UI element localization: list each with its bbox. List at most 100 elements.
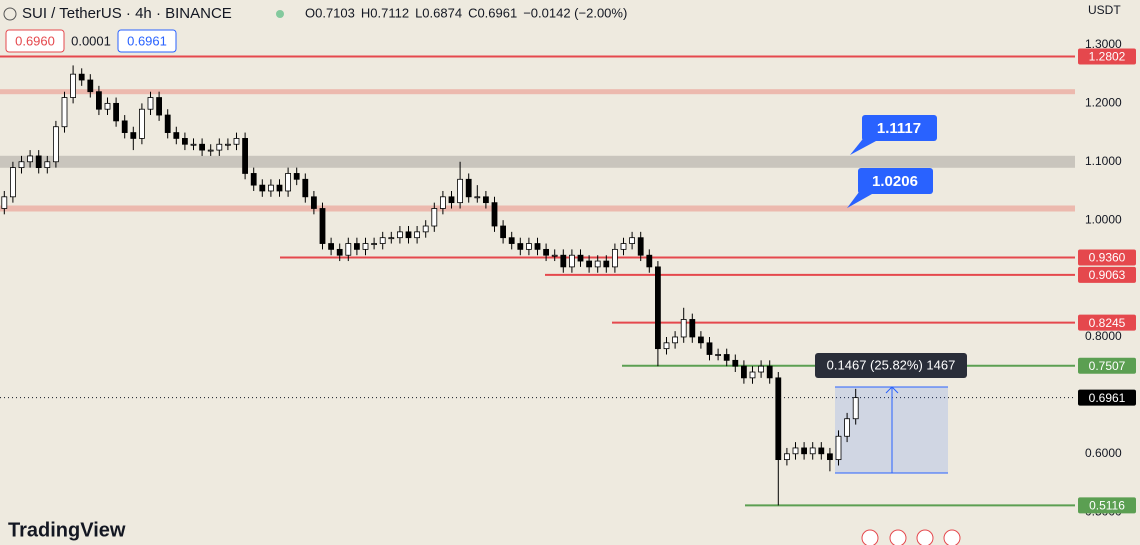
symbol-icon (3, 7, 17, 21)
candle-body (44, 161, 51, 169)
candle-body (156, 97, 163, 116)
event-icon[interactable] (861, 529, 879, 545)
currency[interactable]: USDT (1088, 3, 1121, 17)
candle-body (1, 196, 8, 209)
order-price: 0.6961 (127, 33, 167, 48)
candle-body (534, 243, 541, 250)
candle-body (87, 79, 94, 93)
y-tick-label: 1.3000 (1085, 37, 1122, 51)
order-box (117, 29, 177, 53)
candle-body (319, 208, 326, 244)
candle-body (775, 377, 782, 461)
ohlc-value: O0.7103 (305, 5, 355, 20)
candle-body (388, 237, 395, 240)
zone (0, 89, 1075, 95)
candle-body (766, 365, 773, 379)
candle-body (336, 248, 343, 256)
candle-body (801, 447, 807, 455)
ohlc-value: H0.7112 (361, 5, 409, 20)
callout-box (862, 115, 937, 141)
candle-body (53, 126, 59, 163)
chart-title: SUI / TetherUS · 4h · BINANCE (22, 5, 232, 22)
candle-body (474, 196, 481, 199)
candle-body (827, 453, 833, 461)
candle-body (216, 143, 223, 151)
candle-body (328, 243, 335, 250)
measure-label: 0.1467 (25.82%) 1467 (827, 357, 956, 372)
level-tag (1078, 249, 1136, 266)
ohlc-value: −0.0142 (−2.00%) (523, 5, 627, 20)
candle-body (689, 319, 696, 338)
candle-body (620, 243, 627, 250)
candle-body (818, 447, 825, 455)
candle-body (190, 143, 197, 146)
candle-body (353, 243, 360, 250)
candle-body (457, 178, 464, 204)
candle-body (96, 91, 102, 110)
candle-body (809, 447, 816, 455)
candle-body (27, 155, 34, 163)
candle-body (448, 196, 455, 204)
candle-body (414, 231, 421, 239)
candle-body (852, 397, 859, 420)
candle-body (130, 132, 137, 139)
measure-arrowhead (885, 386, 899, 394)
order-price: 0.6960 (15, 33, 55, 48)
candle-body (276, 184, 283, 192)
y-tick-label: 1.1000 (1085, 154, 1122, 168)
candle-body (285, 173, 292, 192)
candle-body (723, 354, 730, 361)
candle-body (164, 114, 171, 133)
candle-body (362, 243, 369, 250)
candle-body (508, 237, 515, 244)
y-tick-label: 1.2000 (1085, 96, 1122, 110)
callout-box (858, 168, 933, 194)
event-icon[interactable] (916, 529, 934, 545)
candle-body (569, 254, 575, 268)
candle-body (758, 365, 764, 373)
candle-body (637, 237, 644, 256)
candle-body (233, 138, 240, 145)
logo[interactable]: TradingView (8, 519, 126, 541)
candle-body (173, 132, 180, 139)
candle-body (706, 342, 713, 355)
candle-body (680, 319, 687, 338)
candle-body (526, 243, 532, 250)
candle-body (491, 202, 498, 227)
status-dot (276, 10, 284, 18)
candle-body (61, 97, 68, 128)
candle-body (78, 73, 85, 81)
callout-label: 1.1117 (877, 120, 921, 137)
candle-body (18, 161, 25, 169)
candle-body (104, 102, 111, 110)
candle-body (371, 243, 378, 245)
candle-body (302, 178, 309, 198)
candle-body (138, 108, 145, 139)
event-icon[interactable] (889, 529, 907, 545)
ohlc-value: L0.6874 (415, 5, 462, 20)
ohlc-value: C0.6961 (468, 5, 517, 20)
candle-body (293, 173, 300, 180)
candle-body (250, 173, 257, 186)
level-tag (1078, 314, 1136, 331)
level-label: 0.7507 (1089, 359, 1126, 373)
order-box (5, 29, 65, 53)
candle-body (741, 365, 747, 379)
candle-body (431, 208, 438, 227)
level-label: 0.9360 (1089, 251, 1126, 265)
event-icon[interactable] (943, 529, 961, 545)
candle-body (70, 73, 76, 98)
y-tick-label: 1.0000 (1085, 212, 1122, 226)
level-tag (1078, 357, 1136, 374)
callout-label: 1.0206 (872, 173, 918, 190)
order-price: 0.0001 (71, 33, 111, 48)
candle-body (517, 243, 524, 250)
candle-body (629, 237, 635, 244)
candle-body (586, 260, 592, 268)
candle-body (9, 167, 16, 198)
candle-body (500, 225, 507, 239)
last-price-label: 0.6961 (1089, 391, 1126, 405)
level-tag (1078, 266, 1136, 283)
candle-body (181, 138, 188, 145)
